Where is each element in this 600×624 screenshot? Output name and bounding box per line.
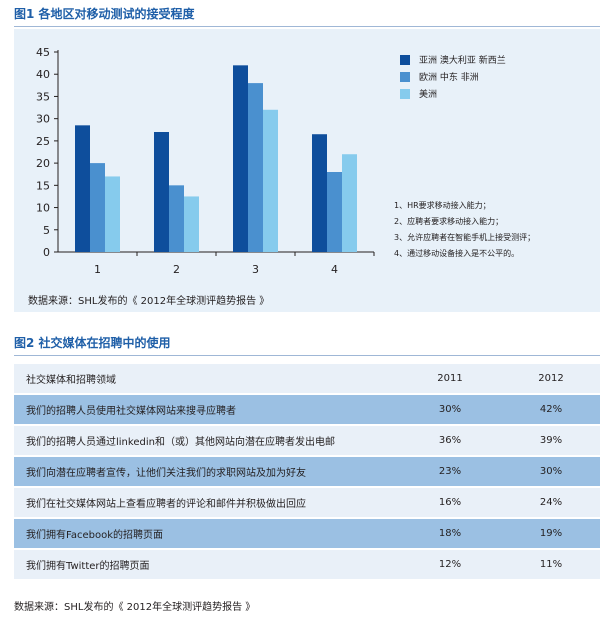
y-tick-label: 40 — [36, 68, 50, 81]
x-tick-label: 3 — [252, 263, 259, 276]
chart-legend: 亚洲 澳大利亚 新西兰 欧洲 中东 非洲 美洲 — [400, 51, 506, 102]
chart-panel: 0 5 10 15 20 25 30 35 40 45 1 2 3 4 亚洲 澳大利亚 新西兰 欧洲 中东 … — [14, 29, 600, 312]
legend-swatch — [400, 88, 410, 99]
table-cell: 16% — [398, 486, 502, 518]
table-header-cell: 2011 — [398, 362, 502, 394]
table-cell: 42% — [502, 393, 600, 425]
table-cell: 18% — [398, 517, 502, 549]
bar-2-2 — [169, 185, 184, 252]
legend-swatch — [400, 71, 410, 82]
legend-label: 美洲 — [419, 90, 438, 100]
bar-1-2 — [154, 132, 169, 252]
table-cell: 30% — [502, 455, 600, 487]
table-cell: 24% — [502, 486, 600, 518]
table-cell: 我们在社交媒体网站上查看应聘者的评论和邮件并积极做出回应 — [14, 486, 398, 518]
y-tick-label: 0 — [43, 246, 50, 259]
bar-2-3 — [248, 83, 263, 252]
table-source: 数据来源：SHL发布的《 2012年全球测评趋势报告 》 — [14, 602, 256, 613]
table-row: 我们的招聘人员通过linkedin和（或）其他网站向潜在应聘者发出电邮 36% … — [14, 424, 600, 456]
bar-1-4 — [312, 134, 327, 252]
table-header-row: 社交媒体和招聘领域 2011 2012 — [14, 362, 600, 394]
figure2-rule — [14, 355, 600, 356]
figure1-rule — [14, 26, 600, 27]
y-tick-label: 25 — [36, 135, 50, 148]
note-item: 1、HR要求移动接入能力； — [394, 201, 491, 210]
y-tick-label: 45 — [36, 46, 50, 59]
bar-3-3 — [263, 109, 278, 253]
social-media-table: 社交媒体和招聘领域 2011 2012 我们的招聘人员使用社交媒体网站来搜寻应聘… — [14, 362, 600, 579]
chart-source: 数据来源：SHL发布的《 2012年全球测评趋势报告 》 — [28, 296, 270, 307]
bar-1-1 — [75, 125, 90, 252]
legend-label: 欧洲 中东 非洲 — [419, 73, 479, 83]
table-row: 我们向潜在应聘者宣传，让他们关注我们的求职网站及加为好友 23% 30% — [14, 455, 600, 487]
y-tick-label: 20 — [36, 157, 50, 170]
table-cell: 30% — [398, 393, 502, 425]
table-header-cell: 社交媒体和招聘领域 — [14, 362, 398, 394]
table-header-cell: 2012 — [502, 362, 600, 394]
table-cell: 我们向潜在应聘者宣传，让他们关注我们的求职网站及加为好友 — [14, 455, 398, 487]
table-cell: 11% — [502, 548, 600, 579]
bar-chart: 0 5 10 15 20 25 30 35 40 45 1 2 3 4 — [36, 46, 375, 276]
legend-swatch — [400, 54, 410, 65]
table-cell: 12% — [398, 548, 502, 579]
table-cell: 我们的招聘人员使用社交媒体网站来搜寻应聘者 — [14, 393, 398, 425]
table-cell: 我们拥有Facebook的招聘页面 — [14, 517, 398, 549]
y-tick-label: 5 — [43, 224, 50, 237]
table-cell: 39% — [502, 424, 600, 456]
bar-1-3 — [233, 65, 248, 252]
y-tick-label: 10 — [36, 202, 50, 215]
bar-2-1 — [90, 163, 105, 252]
bar-2-4 — [327, 172, 342, 252]
legend-label: 亚洲 澳大利亚 新西兰 — [419, 56, 506, 66]
note-item: 3、允许应聘者在智能手机上接受测评； — [394, 233, 536, 242]
table-cell: 19% — [502, 517, 600, 549]
y-tick-label: 35 — [36, 90, 50, 103]
figure2-title: 图2 社交媒体在招聘中的使用 — [14, 336, 171, 350]
chart-notes: 1、HR要求移动接入能力； 2、应聘者要求移动接入能力； 3、允许应聘者在智能手… — [394, 198, 535, 262]
bar-3-4 — [342, 154, 357, 252]
table-row: 我们拥有Twitter的招聘页面 12% 11% — [14, 548, 600, 579]
table-row: 我们在社交媒体网站上查看应聘者的评论和邮件并积极做出回应 16% 24% — [14, 486, 600, 518]
figure1-title: 图1 各地区对移动测试的接受程度 — [14, 7, 195, 21]
x-tick-label: 1 — [94, 263, 101, 276]
table-cell: 我们拥有Twitter的招聘页面 — [14, 548, 398, 579]
legend-item: 亚洲 澳大利亚 新西兰 — [400, 51, 506, 68]
table-cell: 36% — [398, 424, 502, 456]
bar-3-1 — [105, 176, 120, 252]
note-item: 2、应聘者要求移动接入能力； — [394, 217, 504, 226]
table-cell: 23% — [398, 455, 502, 487]
legend-item: 美洲 — [400, 85, 506, 102]
x-tick-label: 4 — [331, 263, 338, 276]
y-tick-label: 30 — [36, 113, 50, 126]
table-row: 我们的招聘人员使用社交媒体网站来搜寻应聘者 30% 42% — [14, 393, 600, 425]
x-tick-label: 2 — [173, 263, 180, 276]
legend-item: 欧洲 中东 非洲 — [400, 68, 506, 85]
y-tick-label: 15 — [36, 179, 50, 192]
note-item: 4、通过移动设备接入是不公平的。 — [394, 249, 520, 258]
table-row: 我们拥有Facebook的招聘页面 18% 19% — [14, 517, 600, 549]
bar-3-2 — [184, 196, 199, 252]
table-cell: 我们的招聘人员通过linkedin和（或）其他网站向潜在应聘者发出电邮 — [14, 424, 398, 456]
